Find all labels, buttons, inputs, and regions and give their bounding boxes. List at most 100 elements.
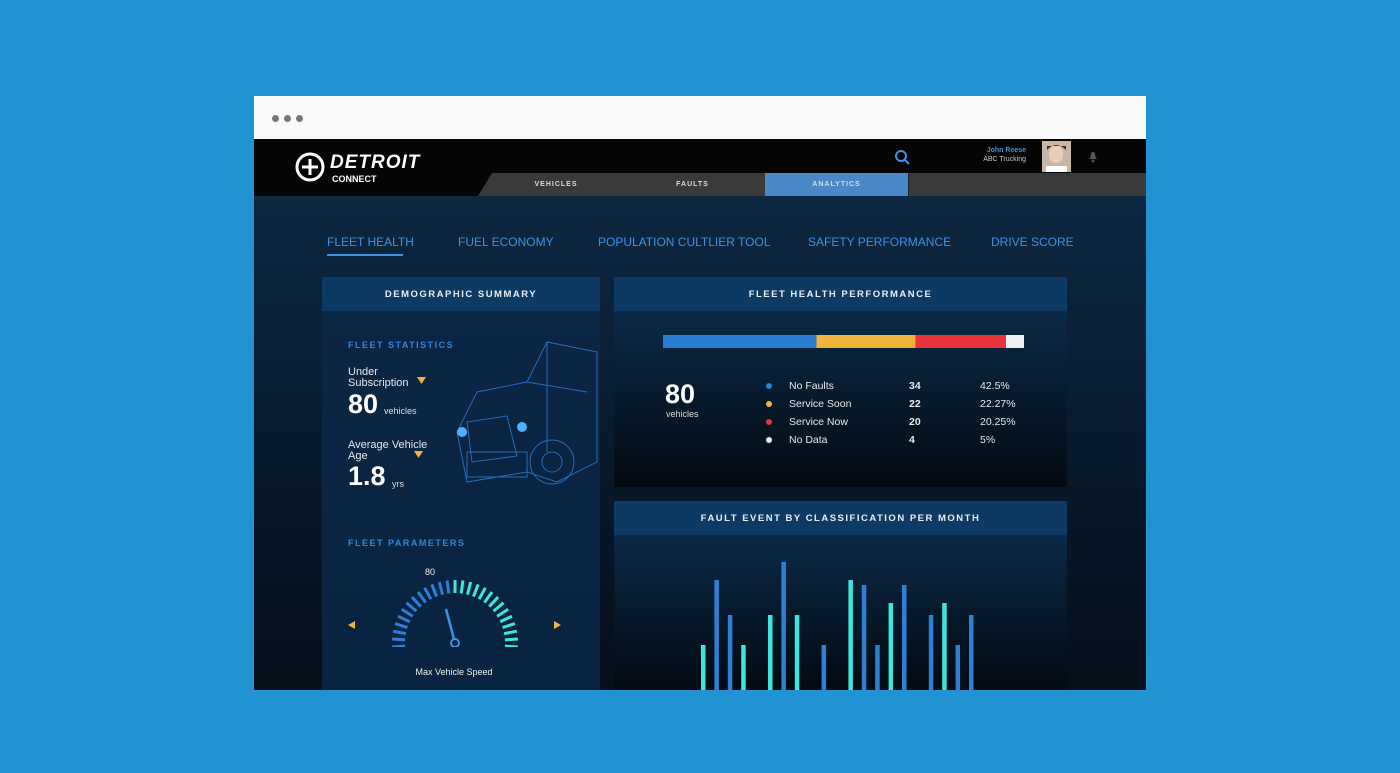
stacked-bar: [663, 335, 1024, 348]
legend-percent: 20.25%: [980, 416, 1016, 428]
stat-value: 80: [348, 389, 379, 419]
bar: [942, 603, 947, 690]
nav-edge: [478, 173, 492, 196]
stat-label: Average Vehicle Age: [348, 439, 428, 462]
avatar[interactable]: [1042, 141, 1071, 172]
bell-icon[interactable]: [1087, 149, 1099, 163]
panel-title: DEMOGRAPHIC SUMMARY: [322, 277, 600, 311]
dropdown-arrow[interactable]: [417, 377, 427, 385]
legend-count: 34: [909, 380, 921, 392]
window-dot: [284, 115, 291, 122]
gauge-tick: [477, 587, 487, 600]
bar: [781, 562, 786, 690]
search-icon[interactable]: [894, 149, 910, 165]
gauge-tick: [405, 601, 418, 613]
window-dot: [296, 115, 303, 122]
gauge-needle: [444, 608, 457, 644]
bar: [902, 585, 907, 690]
user-company: ABC Trucking: [983, 156, 1026, 163]
bar: [701, 645, 706, 690]
demographic-panel: DEMOGRAPHIC SUMMARY FLEET STATISTICS Und…: [322, 277, 600, 690]
stack-segment: [816, 335, 916, 348]
gauge-tick: [504, 644, 518, 647]
nav-item[interactable]: ANALYTICS: [765, 173, 909, 196]
gauge-tick: [392, 637, 406, 642]
legend-percent: 5%: [980, 434, 996, 446]
bar: [714, 580, 719, 690]
bar: [727, 615, 733, 690]
total-value: 80: [665, 379, 696, 409]
gauge-value: 80: [425, 567, 436, 577]
gauge-tick: [496, 607, 509, 618]
gauge-tick: [392, 644, 406, 647]
gauge-tick: [503, 629, 518, 636]
bar: [821, 645, 827, 690]
gauge-tick: [392, 629, 407, 636]
gauge-tick: [483, 591, 494, 604]
gauge-tick: [472, 583, 480, 598]
gauge-label: Max Vehicle Speed: [415, 667, 493, 677]
legend-name: No Data: [789, 434, 828, 446]
legend-name: Service Soon: [789, 398, 852, 410]
nav-item[interactable]: VEHICLES: [492, 173, 621, 196]
browser-window: DETROIT CONNECT John Reese ABC Trucking …: [254, 96, 1146, 690]
tab[interactable]: DRIVE SCORE: [991, 235, 1074, 249]
nav-fill: [908, 173, 1146, 196]
gauge-tick: [401, 607, 414, 618]
legend-count: 22: [909, 398, 921, 410]
stat-unit: vehicles: [384, 406, 417, 416]
bar: [741, 645, 746, 690]
gauge-tick: [492, 601, 505, 613]
dropdown-arrow[interactable]: [414, 451, 424, 459]
truck-illustration: [456, 341, 598, 485]
legend-percent: 42.5%: [980, 380, 1010, 392]
gauge-tick: [410, 596, 422, 608]
total-unit: vehicles: [666, 409, 699, 419]
logo-text: DETROIT: [330, 152, 421, 173]
tab[interactable]: FUEL ECONOMY: [458, 235, 554, 249]
bar: [969, 615, 974, 690]
gauge-tick: [416, 591, 427, 604]
gauge-tick: [502, 622, 516, 629]
stack-segment: [663, 335, 817, 348]
nav-item[interactable]: FAULTS: [620, 173, 766, 196]
window-dot: [272, 115, 279, 122]
legend-count: 20: [909, 416, 921, 428]
logo-icon: [295, 152, 325, 182]
stat-value: 1.8: [348, 461, 386, 491]
bar: [848, 580, 853, 690]
legend-percent: 22.27%: [980, 398, 1016, 410]
gauge-tick: [499, 614, 513, 624]
fault-panel: FAULT EVENT BY CLASSIFICATION PER MONTH: [614, 501, 1067, 690]
bar: [794, 615, 800, 690]
legend-name: No Faults: [789, 380, 834, 392]
gauge-tick: [430, 583, 438, 598]
logo-subtext: CONNECT: [332, 174, 377, 184]
gauge-tick: [423, 587, 433, 600]
legend-name: Service Now: [789, 416, 848, 428]
gauge-tick: [465, 581, 473, 595]
stat-unit: yrs: [392, 479, 404, 489]
legend-dot: [766, 401, 772, 407]
tab[interactable]: FLEET HEALTH: [327, 235, 414, 249]
gauge-tick: [459, 580, 465, 594]
prev-arrow[interactable]: [348, 621, 356, 629]
section-title: FLEET PARAMETERS: [348, 538, 466, 548]
bar: [928, 615, 934, 690]
stack-segment: [915, 335, 1006, 348]
fleet-health-panel: FLEET HEALTH PERFORMANCE 80 vehicles No …: [614, 277, 1067, 487]
stack-segment: [1005, 335, 1024, 348]
legend-count: 4: [909, 434, 915, 446]
bar: [861, 585, 867, 690]
tab[interactable]: POPULATION CULTLIER TOOL: [598, 235, 771, 249]
gauge-hub: [450, 638, 460, 647]
fault-chart: [701, 562, 974, 690]
tab[interactable]: SAFETY PERFORMANCE: [808, 235, 952, 249]
panel-title: FAULT EVENT BY CLASSIFICATION PER MONTH: [614, 501, 1067, 535]
bar: [888, 603, 894, 690]
bar: [955, 645, 961, 690]
gauge-tick: [397, 614, 411, 624]
bar: [768, 615, 773, 690]
gauge-tick: [437, 581, 445, 595]
next-arrow[interactable]: [554, 621, 562, 629]
